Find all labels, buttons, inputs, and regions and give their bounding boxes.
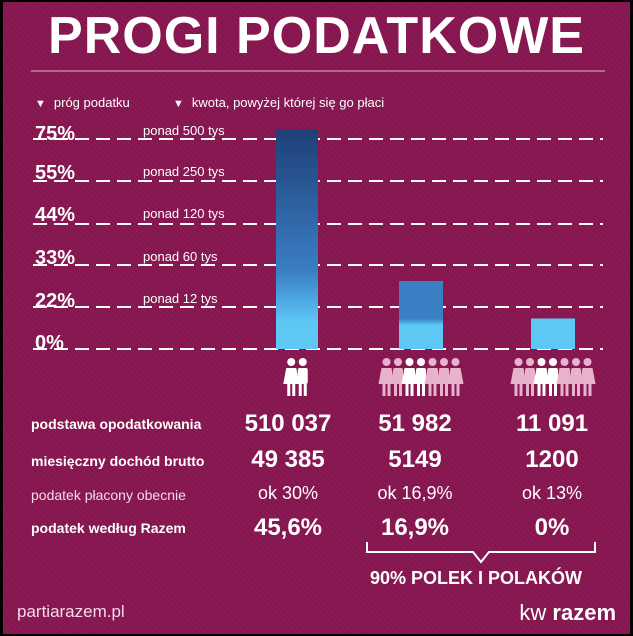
man-icon bbox=[571, 358, 581, 396]
man-icon bbox=[439, 358, 449, 396]
brace-bracket bbox=[366, 542, 596, 564]
razem-tax-value: 0% bbox=[534, 514, 570, 541]
man-icon bbox=[393, 358, 403, 396]
monthly-value: 49 385 bbox=[251, 446, 325, 473]
base-value: 51 982 bbox=[378, 410, 452, 437]
man-icon bbox=[416, 358, 426, 396]
legend-amount: ▼ kwota, powyżej której się go płaci bbox=[173, 95, 384, 110]
footer-kw: kw bbox=[519, 600, 547, 625]
woman-icon bbox=[533, 358, 550, 396]
woman-icon bbox=[424, 358, 441, 396]
footer-brand: razem bbox=[552, 600, 616, 625]
monthly-value: 1200 bbox=[525, 446, 579, 473]
woman-icon bbox=[283, 358, 300, 396]
man-icon bbox=[297, 358, 308, 396]
footer-logo: kw razem bbox=[519, 600, 616, 626]
tax-bracket-chart: 75% ponad 500 tys 55% ponad 250 tys 44% ponad… bbox=[33, 123, 603, 396]
bar-0 bbox=[276, 129, 318, 349]
tax-rate-label: 22% bbox=[35, 290, 75, 312]
woman-icon bbox=[579, 358, 596, 396]
footer-site-link[interactable]: partiarazem.pl bbox=[17, 602, 125, 621]
razem-tax-value: 16,9% bbox=[380, 514, 450, 541]
current-tax-value: ok 16,9% bbox=[377, 483, 453, 503]
tax-rate-label: 75% bbox=[35, 123, 75, 145]
woman-icon bbox=[510, 358, 527, 396]
bar-2 bbox=[531, 318, 575, 349]
current-tax-value: ok 30% bbox=[257, 483, 319, 503]
threshold-label: ponad 60 tys bbox=[143, 249, 218, 264]
infographic: PROGI PODATKOWE ▼ próg podatku ▼ kwota, po… bbox=[3, 2, 630, 634]
triangle-down-icon: ▼ bbox=[35, 98, 46, 110]
current-tax-value: ok 13% bbox=[521, 483, 583, 503]
tax-rate-label: 0% bbox=[35, 332, 64, 354]
threshold-label: ponad 500 tys bbox=[143, 123, 225, 138]
brace-label: 90% POLEK I POLAKÓW bbox=[369, 568, 583, 588]
man-icon bbox=[525, 358, 535, 396]
woman-icon bbox=[378, 358, 395, 396]
bar-1 bbox=[399, 281, 443, 349]
woman-icon bbox=[556, 358, 573, 396]
base-value: 11 091 bbox=[515, 410, 589, 437]
legend-threshold-label: próg podatku bbox=[53, 95, 130, 110]
tax-rate-label: 55% bbox=[35, 162, 75, 184]
legend-threshold: ▼ próg podatku bbox=[35, 95, 130, 110]
row-label-razem: podatek według Razem bbox=[31, 520, 186, 536]
threshold-label: ponad 120 tys bbox=[143, 206, 225, 221]
tax-rate-label: 33% bbox=[35, 247, 75, 269]
base-value: 510 037 bbox=[244, 410, 332, 437]
threshold-label: ponad 250 tys bbox=[143, 164, 225, 179]
woman-icon bbox=[401, 358, 418, 396]
tax-rate-label: 44% bbox=[35, 204, 75, 226]
title-divider bbox=[31, 70, 605, 72]
legend-amount-label: kwota, powyżej której się go płaci bbox=[191, 95, 385, 110]
row-label-current: podatek płacony obecnie bbox=[31, 487, 186, 503]
triangle-down-icon: ▼ bbox=[173, 98, 184, 110]
threshold-label: ponad 12 tys bbox=[143, 291, 218, 306]
page-title: PROGI PODATKOWE bbox=[48, 7, 585, 65]
razem-tax-value: 45,6% bbox=[253, 514, 323, 541]
monthly-value: 5149 bbox=[388, 446, 442, 473]
man-icon bbox=[548, 358, 558, 396]
row-label-monthly: miesięczny dochód brutto bbox=[31, 453, 205, 469]
woman-icon bbox=[447, 358, 464, 396]
row-label-base: podstawa opodatkowania bbox=[31, 416, 202, 432]
